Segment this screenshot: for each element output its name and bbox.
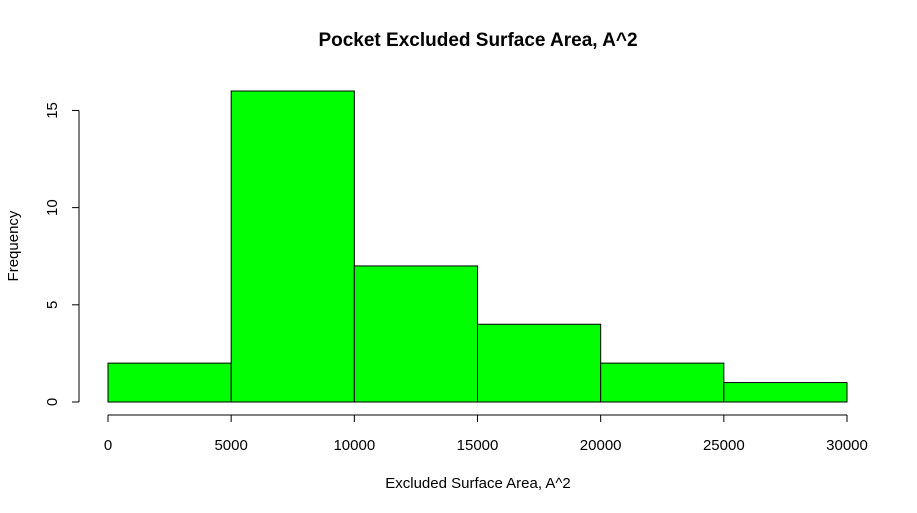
x-tick-label: 10000: [333, 437, 375, 454]
histogram-bar: [600, 362, 725, 403]
x-axis: 0 5000 10000 15000 20000 25000 30000: [104, 414, 868, 454]
chart-title: Pocket Excluded Surface Area, A^2: [318, 30, 637, 51]
x-tick-label: 30000: [826, 437, 868, 454]
histogram-bar: [477, 323, 602, 403]
y-axis-label: Frequency: [5, 210, 22, 281]
histogram-bar: [107, 362, 232, 403]
bars-group: [107, 90, 848, 403]
x-axis-label: Excluded Surface Area, A^2: [385, 475, 571, 492]
histogram-bar: [723, 382, 848, 403]
y-tick-label: 10: [44, 199, 61, 216]
y-tick-label: 0: [44, 398, 61, 406]
x-tick-label: 20000: [580, 437, 622, 454]
x-tick-label: 25000: [703, 437, 745, 454]
y-tick-label: 15: [44, 102, 61, 119]
histogram-bar: [230, 90, 355, 403]
x-tick-label: 15000: [457, 437, 499, 454]
histogram-bar: [353, 265, 479, 403]
y-axis: 0 5 10 15: [44, 102, 80, 406]
x-tick-label: 0: [104, 437, 112, 454]
x-tick-label: 5000: [214, 437, 247, 454]
y-tick-label: 5: [44, 301, 61, 309]
